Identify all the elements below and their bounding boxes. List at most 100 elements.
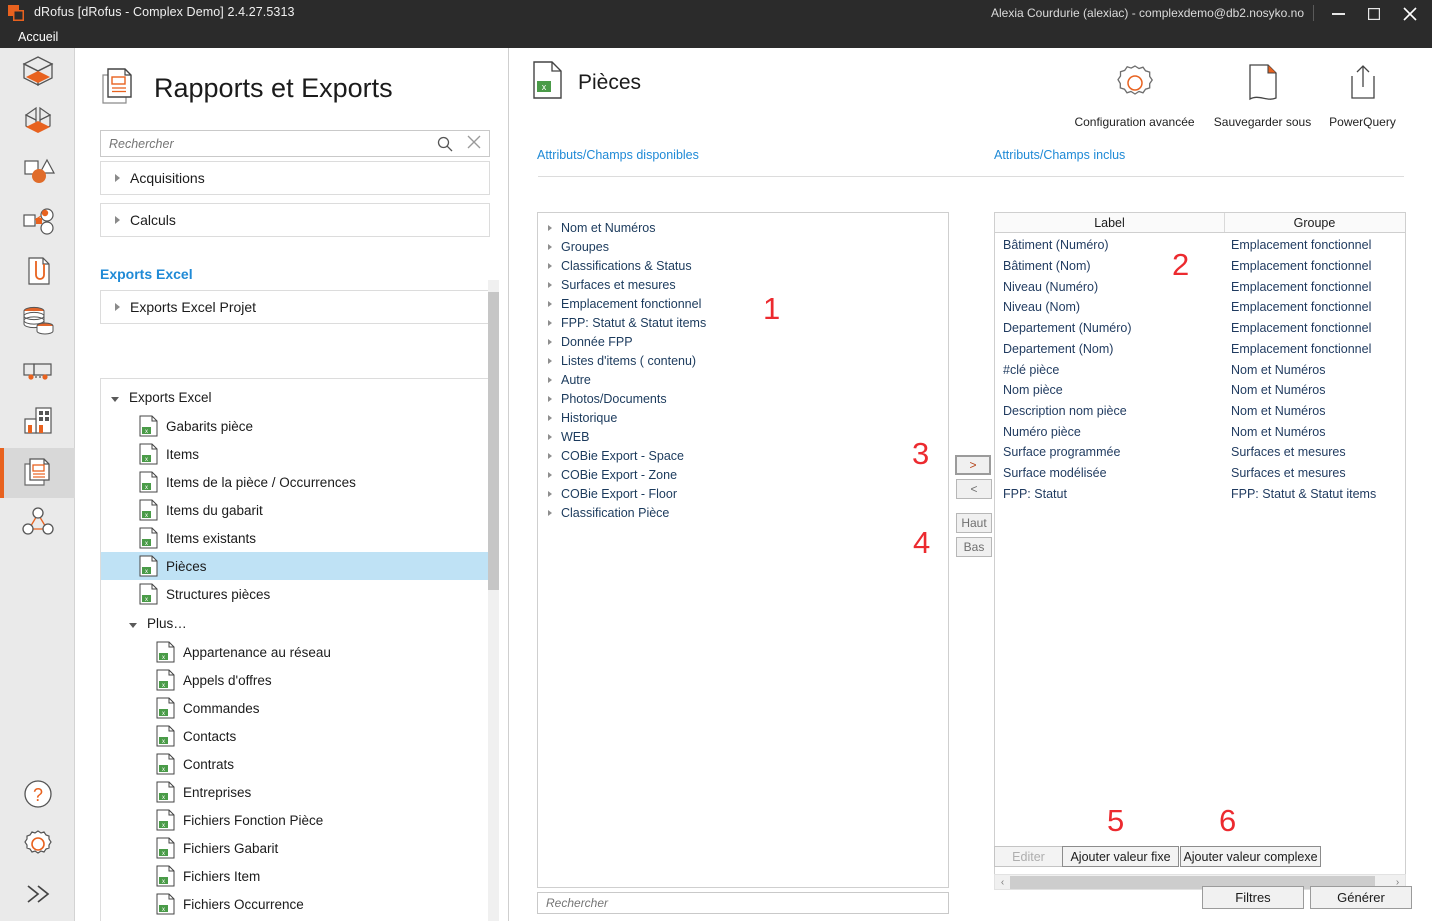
add-field-button[interactable]: > <box>955 455 991 475</box>
tree-item-contrats[interactable]: x Contrats <box>101 750 489 778</box>
rail-item-building[interactable] <box>0 398 75 448</box>
available-field-row[interactable]: Listes d'items ( contenu) <box>538 351 948 370</box>
scroll-right-arrow-icon[interactable]: › <box>1395 876 1400 888</box>
table-row[interactable]: Departement (Nom) Emplacement fonctionnel <box>995 339 1405 360</box>
tree-item-items-du-gabarit[interactable]: x Items du gabarit <box>101 496 489 524</box>
rail-item-database-stack[interactable] <box>0 298 75 348</box>
available-field-row[interactable]: Groupes <box>538 237 948 256</box>
tree-item-commandes[interactable]: x Commandes <box>101 694 489 722</box>
powerquery-button[interactable]: PowerQuery <box>1300 62 1425 129</box>
minimize-button[interactable] <box>1320 0 1356 27</box>
maximize-button[interactable] <box>1356 0 1392 27</box>
hscrollbar-thumb[interactable] <box>1010 876 1375 889</box>
available-field-row[interactable]: Autre <box>538 370 948 389</box>
table-row[interactable]: Bâtiment (Numéro) Emplacement fonctionnel <box>995 235 1405 256</box>
filters-button[interactable]: Filtres <box>1202 886 1304 909</box>
generate-button[interactable]: Générer <box>1310 886 1412 909</box>
tree-item-fichiers-occurrence[interactable]: x Fichiers Occurrence <box>101 890 489 918</box>
available-field-row[interactable]: COBie Export - Zone <box>538 465 948 484</box>
available-field-row[interactable]: COBie Export - Floor <box>538 484 948 503</box>
available-field-row[interactable]: Photos/Documents <box>538 389 948 408</box>
available-field-row[interactable]: Emplacement fonctionnel <box>538 294 948 313</box>
available-field-row[interactable]: Surfaces et mesures <box>538 275 948 294</box>
tree-item-entreprises[interactable]: x Entreprises <box>101 778 489 806</box>
table-row[interactable]: Description nom pièce Nom et Numéros <box>995 401 1405 422</box>
search-icon[interactable] <box>437 136 453 157</box>
column-header-label[interactable]: Label <box>995 213 1225 232</box>
available-field-row[interactable]: Classification Pièce <box>538 503 948 522</box>
group-calculs[interactable]: Calculs <box>100 203 490 237</box>
available-field-label: Photos/Documents <box>561 391 667 406</box>
tree-item-appartenance-reseau[interactable]: x Appartenance au réseau <box>101 638 489 666</box>
tree-item-appels-offres[interactable]: x Appels d'offres <box>101 666 489 694</box>
rail-item-shapes[interactable] <box>0 148 75 198</box>
configuration-avancee-button[interactable]: Configuration avancée <box>1072 62 1197 129</box>
tree-item-items-piece-occurrences[interactable]: x Items de la pièce / Occurrences <box>101 468 489 496</box>
tree-item-items-existants[interactable]: x Items existants <box>101 524 489 552</box>
tree-item-structures-pieces[interactable]: x Structures pièces <box>101 580 489 608</box>
tree-item-fichiers-fonction-piece[interactable]: x Fichiers Fonction Pièce <box>101 806 489 834</box>
reports-search-box[interactable] <box>100 130 490 157</box>
included-fields-table[interactable]: Label Groupe Bâtiment (Numéro) Emplacemen… <box>994 212 1406 875</box>
rail-item-document-clip[interactable] <box>0 248 75 298</box>
table-row[interactable]: Bâtiment (Nom) Emplacement fonctionnel <box>995 256 1405 277</box>
table-row[interactable]: Niveau (Nom) Emplacement fonctionnel <box>995 297 1405 318</box>
table-row[interactable]: Departement (Numéro) Emplacement fonction… <box>995 318 1405 339</box>
table-row[interactable]: Numéro pièce Nom et Numéros <box>995 421 1405 442</box>
column-header-groupe[interactable]: Groupe <box>1293 215 1336 230</box>
add-complex-value-button[interactable]: Ajouter valeur complexe <box>1180 846 1321 867</box>
tree-item-fichiers-gabarit[interactable]: x Fichiers Gabarit <box>101 834 489 862</box>
available-field-row[interactable]: COBie Export - Space <box>538 446 948 465</box>
scroll-left-arrow-icon[interactable]: ‹ <box>1000 876 1005 888</box>
available-field-row[interactable]: FPP: Statut & Statut items <box>538 313 948 332</box>
rail-item-network-nodes[interactable] <box>0 498 75 548</box>
move-up-button[interactable]: Haut <box>956 513 992 533</box>
available-field-row[interactable]: Donnée FPP <box>538 332 948 351</box>
group-acquisitions[interactable]: Acquisitions <box>100 161 490 195</box>
available-field-label: COBie Export - Zone <box>561 467 678 482</box>
table-row[interactable]: #clé pièce Nom et Numéros <box>995 359 1405 380</box>
reports-panel-scrollbar[interactable] <box>488 280 499 921</box>
available-fields-search-box[interactable] <box>537 892 949 914</box>
included-table-hscrollbar[interactable]: ‹ › <box>994 874 1406 890</box>
table-row[interactable]: Niveau (Numéro) Emplacement fonctionnel <box>995 276 1405 297</box>
table-row[interactable]: FPP: Statut FPP: Statut & Statut items <box>995 483 1405 504</box>
rail-item-help[interactable]: ? <box>0 771 75 821</box>
sauvegarder-sous-button[interactable]: Sauvegarder sous <box>1200 62 1325 129</box>
rail-item-settings[interactable] <box>0 821 75 871</box>
available-fields-list[interactable]: Nom et Numéros Groupes Classifications &… <box>537 212 949 888</box>
rail-item-reports[interactable] <box>0 448 75 498</box>
group-exports-excel-projet[interactable]: Exports Excel Projet <box>100 290 490 324</box>
rail-item-building-cube[interactable] <box>0 48 75 98</box>
tree-root-exports-excel[interactable]: Exports Excel <box>101 383 489 411</box>
tree-item-items[interactable]: x Items <box>101 440 489 468</box>
tree-group-plus[interactable]: Plus… <box>101 609 489 637</box>
table-row[interactable]: Surface programmée Surfaces et mesures <box>995 442 1405 463</box>
available-field-row[interactable]: Historique <box>538 408 948 427</box>
scrollbar-thumb[interactable] <box>488 292 499 590</box>
tree-item-gabarits-piece[interactable]: x Gabarits pièce <box>101 412 489 440</box>
available-field-row[interactable]: Nom et Numéros <box>538 218 948 237</box>
rail-item-delivery-truck[interactable] <box>0 348 75 398</box>
tree-item-fichiers-item[interactable]: x Fichiers Item <box>101 862 489 890</box>
rail-item-building-cube-split[interactable] <box>0 98 75 148</box>
table-row[interactable]: Surface modélisée Surfaces et mesures <box>995 463 1405 484</box>
move-down-button[interactable]: Bas <box>956 537 992 557</box>
add-fixed-value-button[interactable]: Ajouter valeur fixe <box>1062 846 1179 867</box>
tree-item-contacts[interactable]: x Contacts <box>101 722 489 750</box>
tree-item-pieces[interactable]: x Pièces <box>101 552 489 580</box>
reports-panel: Rapports et Exports Acquisitions Calculs… <box>75 48 509 921</box>
menu-item-accueil[interactable]: Accueil <box>18 30 59 44</box>
remove-field-button[interactable]: < <box>956 479 992 499</box>
rail-item-shapes-linked[interactable] <box>0 198 75 248</box>
reports-search-input[interactable] <box>109 131 429 156</box>
clear-x-icon[interactable] <box>467 135 481 153</box>
edit-button[interactable]: Editer <box>994 846 1063 867</box>
table-row[interactable]: Nom pièce Nom et Numéros <box>995 380 1405 401</box>
cell-groupe: Emplacement fonctionnel <box>1231 259 1372 274</box>
available-fields-search-input[interactable] <box>546 893 936 913</box>
available-field-row[interactable]: WEB <box>538 427 948 446</box>
rail-item-expand[interactable] <box>0 871 75 921</box>
close-button[interactable] <box>1392 0 1428 27</box>
available-field-row[interactable]: Classifications & Status <box>538 256 948 275</box>
